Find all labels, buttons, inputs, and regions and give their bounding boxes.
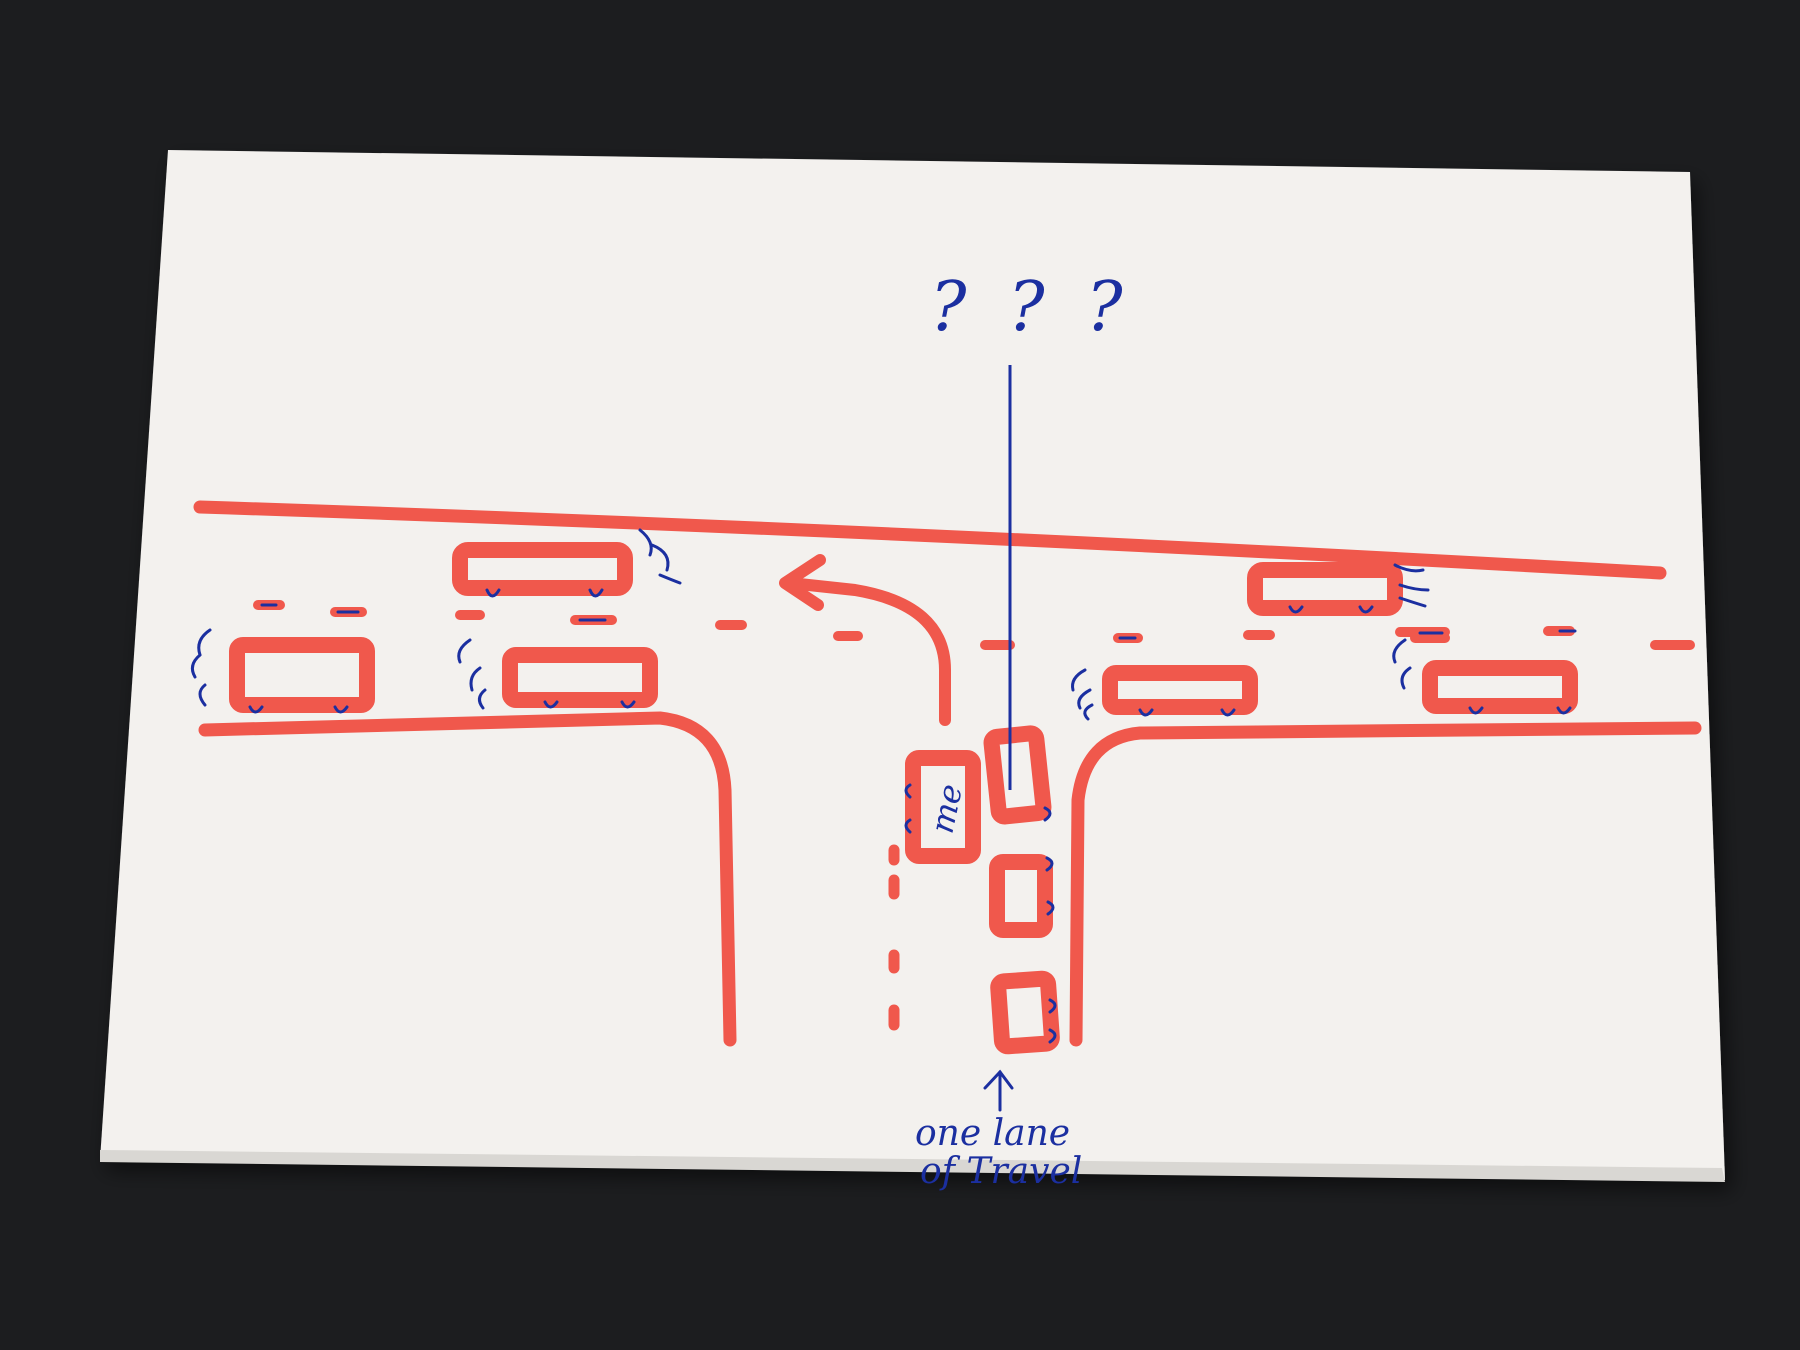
car-me: [905, 750, 981, 864]
main-road-bottom-right-edge: [1069, 721, 1702, 1047]
car-upper-left: [452, 542, 633, 596]
paper-sheet: [100, 150, 1725, 1180]
main-road-bottom-left-edge: [198, 711, 737, 1047]
lane-note-line1: one lane: [915, 1113, 1070, 1154]
car-lower-far-left: [229, 637, 375, 713]
car-lower-mid-right: [1102, 665, 1258, 715]
left-turn-arrow-icon: [779, 554, 951, 726]
paper-bottom-fold: [100, 1150, 1725, 1182]
main-road-top-edge: [193, 500, 1667, 580]
question-marks: ? ? ?: [930, 268, 1133, 347]
car-lower-left: [502, 647, 658, 708]
up-arrow-icon: [983, 1069, 1014, 1112]
lane-note-line2: of Travel: [920, 1151, 1082, 1192]
road-lines: [193, 500, 1702, 1047]
car-lower-far-right: [1422, 660, 1578, 714]
car-queue-1: [983, 725, 1052, 825]
car-upper-right: [1247, 562, 1403, 616]
cars: [229, 542, 1578, 1055]
blue-pen-marks: [190, 528, 1577, 1044]
car-queue-2: [989, 854, 1053, 938]
